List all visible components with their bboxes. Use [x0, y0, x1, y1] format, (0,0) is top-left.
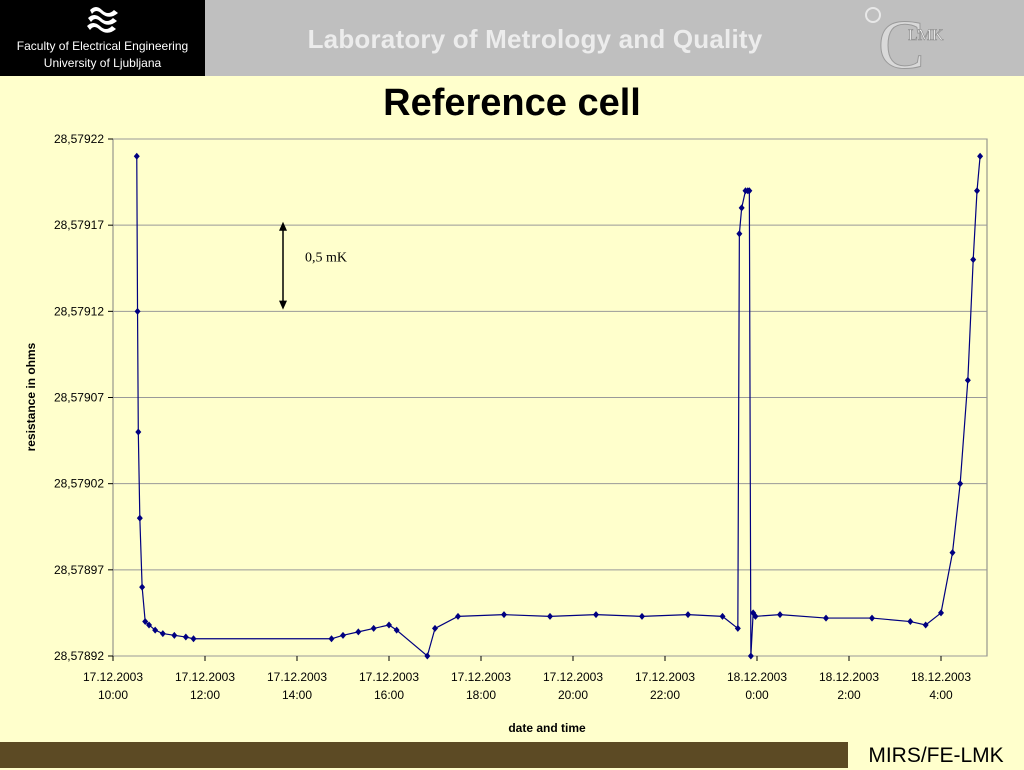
faculty-logo-box: Faculty of Electrical Engineering Univer… — [0, 0, 205, 76]
data-point — [907, 618, 914, 626]
y-tick-label: 28,57922 — [54, 132, 104, 146]
x-tick-date: 18.12.2003 — [819, 670, 879, 684]
data-point — [328, 635, 335, 643]
annotation-label: 0,5 mK — [305, 251, 347, 266]
x-tick-time: 18:00 — [466, 688, 496, 702]
data-point — [393, 626, 400, 634]
data-point — [134, 307, 141, 315]
x-tick-time: 4:00 — [929, 688, 953, 702]
data-point — [938, 609, 944, 617]
data-point — [136, 514, 143, 522]
data-point — [501, 611, 507, 619]
data-point — [719, 612, 726, 620]
series-resistance — [133, 152, 984, 660]
data-point — [746, 187, 753, 195]
data-point — [182, 633, 189, 641]
data-point — [823, 614, 829, 622]
data-point — [159, 630, 166, 638]
data-point — [355, 628, 362, 636]
data-point — [974, 187, 981, 195]
y-tick-labels: 28,57892 28,57897 28,57902 28,57907 28,57912… — [54, 132, 113, 663]
y-axis-label: resistance in ohms — [24, 342, 38, 451]
y-tick-label: 28,57897 — [54, 563, 104, 577]
svg-text:C: C — [878, 7, 925, 74]
x-tick-time: 10:00 — [98, 688, 128, 702]
data-point — [738, 204, 745, 212]
data-point — [752, 612, 759, 620]
data-point — [922, 621, 929, 629]
data-point — [964, 376, 971, 384]
data-point — [142, 618, 149, 626]
data-point — [455, 612, 461, 620]
x-tick-date: 17.12.2003 — [543, 670, 603, 684]
x-tick-labels: 17.12.2003 10:00 17.12.2003 12:00 17.12.2003… — [83, 656, 971, 702]
x-tick-date: 17.12.2003 — [267, 670, 327, 684]
y-tick-label: 28,57892 — [54, 649, 104, 663]
faculty-name: Faculty of Electrical Engineering — [16, 39, 189, 53]
y-tick-label: 28,57917 — [54, 218, 104, 232]
x-tick-time: 16:00 — [374, 688, 404, 702]
data-point — [685, 611, 691, 619]
university-name: University of Ljubljana — [43, 56, 162, 70]
arrow-head-down — [279, 300, 287, 310]
arrow-head-up — [279, 221, 287, 231]
gridlines — [113, 138, 987, 657]
data-point — [171, 631, 178, 639]
x-tick-time: 0:00 — [745, 688, 769, 702]
data-point — [736, 230, 743, 238]
x-tick-time: 14:00 — [282, 688, 312, 702]
lmk-logo-text: LMK — [908, 27, 944, 44]
data-point — [139, 583, 146, 591]
y-tick-label: 28,57912 — [54, 304, 104, 318]
data-point — [370, 624, 377, 632]
lab-title: Laboratory of Metrology and Quality — [307, 24, 763, 54]
x-tick-date: 18.12.2003 — [911, 670, 971, 684]
x-tick-time: 22:00 — [650, 688, 680, 702]
data-point — [135, 428, 142, 436]
data-point — [747, 652, 754, 660]
x-tick-date: 17.12.2003 — [451, 670, 511, 684]
data-point — [869, 614, 875, 622]
data-point — [424, 652, 431, 660]
y-tick-label: 28,57902 — [54, 477, 104, 491]
data-point — [340, 631, 346, 639]
faculty-logo-icon — [87, 7, 118, 33]
data-point — [977, 152, 984, 160]
x-tick-time: 2:00 — [837, 688, 861, 702]
data-point — [133, 152, 140, 160]
slide-title: Reference cell — [383, 82, 641, 124]
data-point — [639, 612, 645, 620]
x-axis-label: date and time — [508, 721, 586, 735]
data-point — [777, 611, 783, 619]
x-tick-date: 18.12.2003 — [727, 670, 787, 684]
data-point — [432, 624, 438, 632]
x-tick-date: 17.12.2003 — [175, 670, 235, 684]
data-point — [957, 480, 964, 488]
data-point — [152, 626, 159, 634]
footer-label: MIRS/FE-LMK — [848, 742, 1024, 768]
data-point — [190, 635, 197, 643]
x-tick-time: 12:00 — [190, 688, 220, 702]
y-tick-label: 28,57907 — [54, 391, 104, 405]
data-point — [970, 256, 977, 264]
annotation-group: 0,5 mK — [279, 221, 347, 310]
x-tick-date: 17.12.2003 — [635, 670, 695, 684]
data-point — [547, 612, 553, 620]
data-point — [734, 624, 741, 632]
x-tick-date: 17.12.2003 — [83, 670, 143, 684]
x-tick-date: 17.12.2003 — [359, 670, 419, 684]
data-point — [386, 621, 392, 629]
data-point — [949, 549, 956, 557]
data-point — [593, 611, 599, 619]
data-point — [146, 621, 153, 629]
lmk-logo-icon: C LMK — [865, 7, 944, 74]
x-tick-time: 20:00 — [558, 688, 588, 702]
resistance-chart: 28,57892 28,57897 28,57902 28,57907 28,57912… — [24, 132, 988, 735]
